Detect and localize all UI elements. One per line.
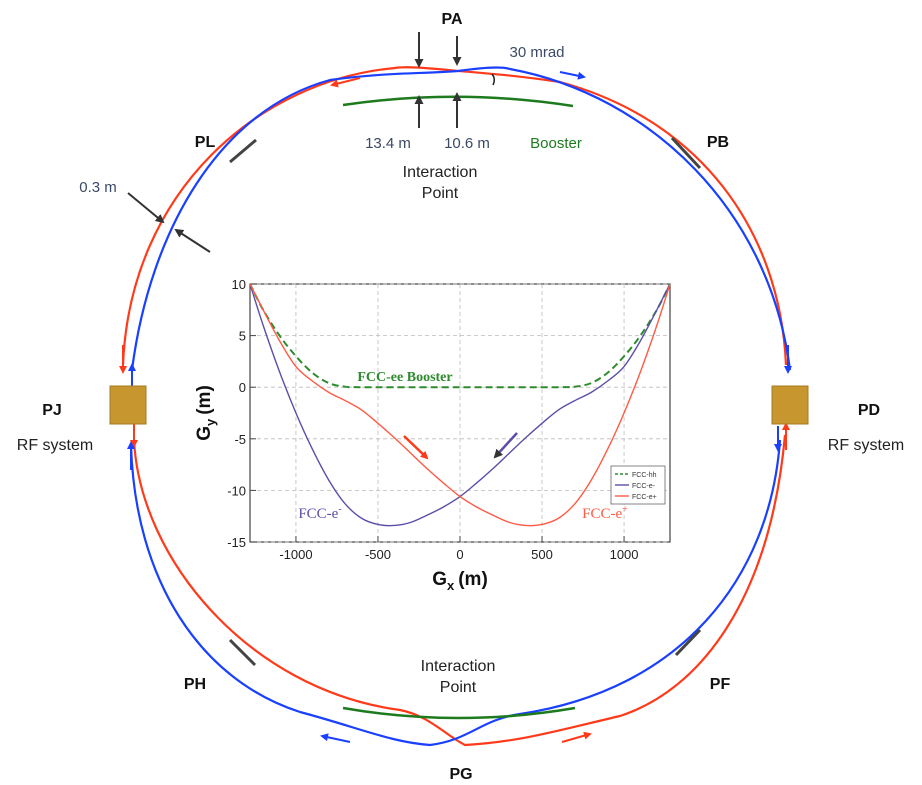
- inset-y-tick-label: 0: [239, 380, 246, 395]
- inset-y-tick-label: 10: [232, 277, 246, 292]
- inset-x-tick-label: 0: [456, 547, 463, 562]
- inset-series: [249, 283, 671, 527]
- inset-ticks: -1000 -500 0 500 1000 10 5 0 -5 -10 -15: [227, 277, 638, 562]
- ip-top-label-line1: Interaction: [403, 164, 478, 181]
- offset-label-left: 13.4 m: [365, 135, 411, 152]
- positron-direction-arrow-bottom: [561, 731, 592, 743]
- booster-curve-label: FCC-ee Booster: [357, 370, 452, 385]
- inset-positron-arrow: [403, 435, 429, 460]
- label-pf: PF: [710, 676, 731, 693]
- inset-series-positron: [249, 283, 671, 527]
- inset-electron-arrow: [493, 432, 518, 459]
- booster-label: Booster: [530, 135, 582, 152]
- inset-y-tick-label: -15: [227, 535, 246, 550]
- inset-x-tick-label: 500: [531, 547, 553, 562]
- electron-direction-arrow-top: [559, 71, 586, 80]
- inset-x-axis-label: Gx (m): [432, 569, 488, 593]
- booster-bottom: [342, 706, 576, 720]
- rf-system-label-left: RF system: [17, 437, 93, 454]
- rf-box-left: [109, 385, 147, 425]
- label-pa: PA: [441, 11, 462, 28]
- inset-y-tick-label: -5: [234, 432, 246, 447]
- inset-x-tick-label: -1000: [279, 547, 312, 562]
- crossing-angle-label: 30 mrad: [509, 44, 564, 61]
- electron-curve-label: FCC-e-: [298, 504, 341, 522]
- positron-direction-arrow-top: [330, 77, 361, 88]
- inset-y-tick-label: -10: [227, 483, 246, 498]
- legend-item-booster: FCC-hh: [632, 472, 657, 479]
- label-pg: PG: [449, 766, 472, 783]
- positron-curve-label: FCC-e+: [582, 504, 628, 522]
- ip-bottom-label-line2: Point: [440, 679, 477, 696]
- electron-direction-arrow-bottom: [320, 733, 351, 743]
- rf-system-label-right: RF system: [828, 437, 904, 454]
- inset-footprint-chart: -1000 -500 0 500 1000 10 5 0 -5 -10 -15 Gx (m) Gy(m…: [194, 277, 671, 593]
- label-ph: PH: [184, 676, 206, 693]
- inset-x-tick-label: 1000: [610, 547, 639, 562]
- label-pb: PB: [707, 134, 729, 151]
- label-pj: PJ: [42, 402, 62, 419]
- offset-label-right: 10.6 m: [444, 135, 490, 152]
- label-pl: PL: [195, 134, 216, 151]
- separation-label: 0.3 m: [79, 179, 117, 196]
- label-pd: PD: [858, 402, 880, 419]
- inset-y-tick-label: 5: [239, 329, 246, 344]
- electron-ring: [129, 66, 792, 747]
- inset-y-axis-label: Gy(m): [194, 385, 218, 441]
- rf-box-right: [771, 385, 809, 425]
- ip-bottom-label-line1: Interaction: [421, 658, 496, 675]
- inset-legend: FCC-hh FCC-e- FCC-e+: [610, 465, 666, 505]
- crossing-angle-arc: [491, 73, 496, 86]
- legend-item-positron: FCC-e+: [632, 494, 657, 501]
- legend-item-electron: FCC-e-: [632, 483, 656, 490]
- ip-top-label-line2: Point: [422, 185, 459, 202]
- inset-series-booster: [249, 283, 671, 389]
- inset-x-tick-label: -500: [365, 547, 391, 562]
